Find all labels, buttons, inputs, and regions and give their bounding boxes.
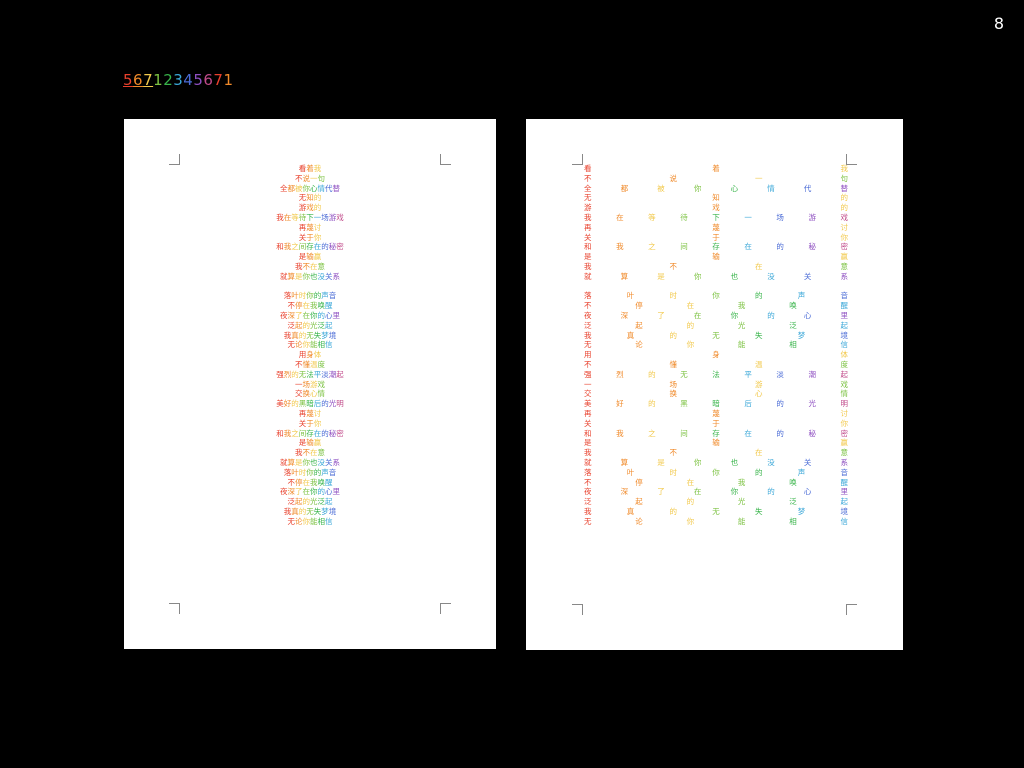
lyric-line: 落叶时你的声音 [283,467,337,477]
margin-corner [572,604,583,615]
lyric-line: 一场游戏 [584,379,848,389]
lyric-line: 夜深了在你的心里 [280,487,340,497]
document-page: 看着我不说一句全都被你心情代替无知的游戏的我在等待下一场游戏再蔑讨关于你和我之间… [124,119,496,649]
lyric-line: 交换心情 [584,389,848,399]
lyric-line: 一场游戏 [295,379,325,389]
lyric-line: 再蔑讨 [584,222,848,232]
lyrics: 看着我不说一句全都被你心情代替无知的游戏的我在等待下一场游戏再蔑讨关于你和我之间… [124,164,496,526]
lyric-line: 不说一句 [584,173,848,183]
lyric-line: 不停在我唤醒 [584,301,848,311]
lyric-line: 无知的 [298,193,322,203]
lyric-line: 就算是你也没关系 [280,271,340,281]
lyric-line: 全都被你心情代替 [584,183,848,193]
lyric-line: 关于你 [298,232,322,242]
lyric-line: 夜深了在你的心里 [584,310,848,320]
lyric-line [584,282,848,292]
lyric-line: 不停在我唤醒 [287,301,333,311]
margin-corner [169,154,180,165]
lyric-line: 我在等待下一场游戏 [276,212,344,222]
lyric-line: 我真的无失梦境 [584,330,848,340]
lyric-line: 不懂温度 [584,359,848,369]
lyric-line: 落叶时你的声音 [283,291,337,301]
lyric-line: 关于你 [584,232,848,242]
lyric-line: 是输赢 [298,438,322,448]
lyric-line: 落叶时你的声音 [584,467,848,477]
lyric-line: 强烈的无法平淡潮起 [584,369,848,379]
margin-corner [846,604,857,615]
lyric-line: 就算是你也没关系 [280,457,340,467]
lyric-line: 是输赢 [584,252,848,262]
lyric-line: 不停在我唤醒 [287,477,333,487]
lyric-line: 是输赢 [584,438,848,448]
lyric-line: 全都被你心情代替 [280,183,340,193]
lyric-line: 游戏的 [298,203,322,213]
lyrics: 看着我不说一句全都被你心情代替无知的游戏的我在等待下一场游戏再蔑讨关于你和我之间… [584,164,848,526]
lyric-line: 用身体 [584,350,848,360]
lyric-line: 夜深了在你的心里 [584,487,848,497]
lyric-line: 不说一句 [295,173,325,183]
lyric-line: 泛起的光泛起 [584,320,848,330]
document-page: 看着我不说一句全都被你心情代替无知的游戏的我在等待下一场游戏再蔑讨关于你和我之间… [526,119,903,650]
margin-corner [440,603,451,614]
lyric-line [124,282,496,292]
lyric-line: 游戏的 [584,203,848,213]
lyric-line: 无知的 [584,193,848,203]
page-number: 8 [993,14,1004,33]
lyric-line: 我不在意 [295,448,325,458]
lyric-line: 无论你能相信 [287,340,333,350]
lyric-line: 关于你 [584,418,848,428]
lyric-line: 无论你能相信 [287,516,333,526]
lyric-line: 再蔑讨 [298,222,322,232]
lyric-line: 美好的黑暗后的光明 [276,399,344,409]
lyric-line: 泛起的光泛起 [287,320,333,330]
lyric-line: 看着我 [298,164,322,173]
lyric-line: 我不在意 [584,261,848,271]
lyric-line: 无论你能相信 [584,340,848,350]
lyric-line: 交换心情 [295,389,325,399]
lyric-line: 就算是你也没关系 [584,271,848,281]
lyric-line: 和我之间存在的秘密 [276,428,344,438]
lyric-line: 夜深了在你的心里 [280,310,340,320]
lyric-line: 泛起的光泛起 [287,497,333,507]
lyric-line: 我真的无失梦境 [283,330,337,340]
lyric-line: 不停在我唤醒 [584,477,848,487]
margin-corner [169,603,180,614]
lyric-line: 我真的无失梦境 [584,506,848,516]
lyric-line: 关于你 [298,418,322,428]
margin-corner [572,154,583,165]
lyric-line: 我不在意 [584,448,848,458]
lyric-line: 看着我 [584,164,848,173]
lyric-line: 再蔑讨 [298,408,322,418]
lyric-line: 用身体 [298,350,322,360]
lyric-line: 我不在意 [295,261,325,271]
lyric-line: 美好的黑暗后的光明 [584,399,848,409]
lyric-line: 再蔑讨 [584,408,848,418]
margin-corner [846,154,857,165]
lyric-line: 就算是你也没关系 [584,457,848,467]
lyric-line: 是输赢 [298,252,322,262]
lyric-line: 和我之间存在的秘密 [584,242,848,252]
slide-title: 56712345671 [123,71,234,89]
lyric-line: 无论你能相信 [584,516,848,526]
lyric-line: 我真的无失梦境 [283,506,337,516]
lyric-line: 强烈的无法平淡潮起 [276,369,344,379]
lyric-line: 不懂温度 [295,359,325,369]
margin-corner [440,154,451,165]
lyric-line: 落叶时你的声音 [584,291,848,301]
lyric-line: 我在等待下一场游戏 [584,212,848,222]
lyric-line: 泛起的光泛起 [584,497,848,507]
lyric-line: 和我之间存在的秘密 [276,242,344,252]
lyric-line: 和我之间存在的秘密 [584,428,848,438]
